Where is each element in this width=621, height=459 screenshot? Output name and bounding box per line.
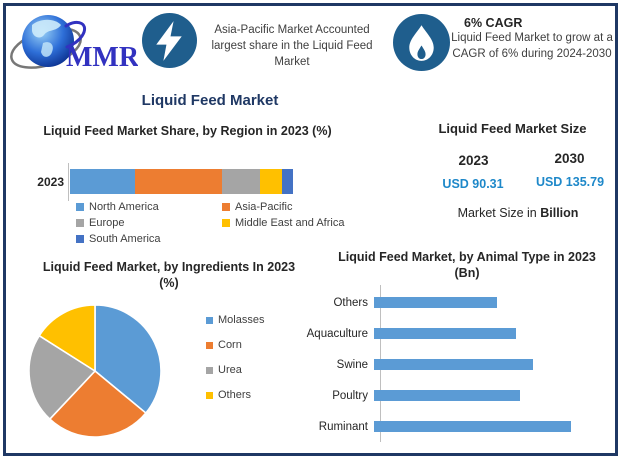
animal-bar-ruminant [374, 421, 571, 432]
animal-bar-track [374, 297, 584, 308]
legend-swatch [76, 219, 84, 227]
legend-label: Urea [218, 364, 242, 376]
ingredients-chart-title: Liquid Feed Market, by Ingredients In 20… [42, 260, 296, 291]
ingredients-legend: Molasses Corn Urea Others [206, 314, 264, 401]
legend-item: Corn [206, 339, 264, 351]
animal-bar-poultry [374, 390, 520, 401]
animal-chart-row: Poultry [298, 380, 608, 411]
svg-text:MMR: MMR [66, 42, 138, 73]
region-bar-segment [70, 169, 135, 194]
animal-chart-row: Aquaculture [298, 318, 608, 349]
region-bar-segment [221, 169, 260, 194]
lightning-icon [142, 13, 197, 68]
cagr-text: Liquid Feed Market to grow at a CAGR of … [451, 32, 613, 60]
animal-category-label: Ruminant [318, 420, 368, 433]
legend-item: Molasses [206, 314, 264, 326]
market-size-year-2023: 2023 [458, 153, 489, 168]
region-legend: North America Asia-Pacific Europe Middle Ea… [76, 201, 351, 245]
footnote-normal: Market Size in [457, 206, 541, 220]
pie-slice-urea [28, 334, 96, 420]
market-size-value-2030: USD 135.79 [535, 175, 605, 189]
market-size-title: Liquid Feed Market Size [438, 121, 587, 136]
footnote-bold: Billion [540, 206, 579, 220]
animal-bar-aquaculture [374, 328, 516, 339]
legend-swatch [222, 203, 230, 211]
legend-item: Urea [206, 364, 264, 376]
legend-item: Middle East and Africa [222, 217, 351, 229]
legend-item: South America [76, 233, 222, 245]
region-axis-category-label: 2023 [37, 175, 64, 189]
animal-bar-track [374, 359, 584, 370]
region-chart-title: Liquid Feed Market Share, by Region in 2… [43, 124, 332, 138]
animal-chart-title: Liquid Feed Market, by Animal Type in 20… [338, 250, 596, 281]
pie-slice-corn [49, 370, 147, 438]
legend-label: Asia-Pacific [235, 201, 293, 213]
market-size-footnote: Market Size in Billion [428, 206, 608, 220]
legend-swatch [206, 391, 213, 399]
animal-bar-others [374, 297, 498, 308]
globe-logo-icon: MMR [10, 15, 140, 73]
animal-bar-track [374, 390, 584, 401]
animal-category-label: Swine [336, 358, 368, 371]
region-stacked-bar [70, 169, 293, 194]
legend-swatch [206, 341, 213, 349]
animal-category-label: Aquaculture [306, 327, 368, 340]
legend-item: North America [76, 201, 222, 213]
page-title: Liquid Feed Market [141, 92, 279, 109]
brand-logo: MMR [10, 12, 140, 74]
legend-swatch [76, 235, 84, 243]
market-size-year-2030: 2030 [554, 151, 585, 166]
animal-category-label: Poultry [332, 389, 368, 402]
pie-slice-molasses [94, 304, 162, 414]
legend-item: Europe [76, 217, 222, 229]
animal-chart-rows: Others Aquaculture Swine Poultry Ruminant [298, 287, 608, 442]
legend-label: Europe [89, 217, 125, 229]
region-bar-segment [259, 169, 282, 194]
animal-chart-row: Swine [298, 349, 608, 380]
animal-chart-row: Ruminant [298, 411, 608, 442]
legend-label: North America [89, 201, 159, 213]
cagr-heading: 6% CAGR [464, 16, 523, 30]
animal-chart-row: Others [298, 287, 608, 318]
legend-swatch [76, 203, 84, 211]
region-bar-segment [281, 169, 293, 194]
market-size-value-2023: USD 90.31 [442, 177, 504, 191]
region-y-axis-line [68, 163, 69, 201]
legend-label: South America [89, 233, 161, 245]
flame-icon [393, 14, 450, 71]
ingredients-pie [28, 304, 162, 438]
legend-label: Others [218, 389, 252, 401]
animal-bar-track [374, 421, 584, 432]
callout-cagr: 6% CAGR Liquid Feed Market to grow at a … [450, 16, 614, 63]
animal-bar-track [374, 328, 584, 339]
animal-category-label: Others [333, 296, 368, 309]
region-bar-segment [134, 169, 222, 194]
legend-swatch [206, 366, 213, 374]
legend-label: Molasses [218, 314, 265, 326]
legend-label: Corn [218, 339, 242, 351]
animal-bar-swine [374, 359, 533, 370]
legend-item: Others [206, 389, 264, 401]
pie-slice-others [38, 304, 96, 372]
legend-item: Asia-Pacific [222, 201, 351, 213]
legend-label: Middle East and Africa [235, 217, 345, 229]
callout-asia-pacific-text: Asia-Pacific Market Accounted largest sh… [211, 24, 373, 68]
legend-swatch [222, 219, 230, 227]
legend-swatch [206, 316, 213, 324]
